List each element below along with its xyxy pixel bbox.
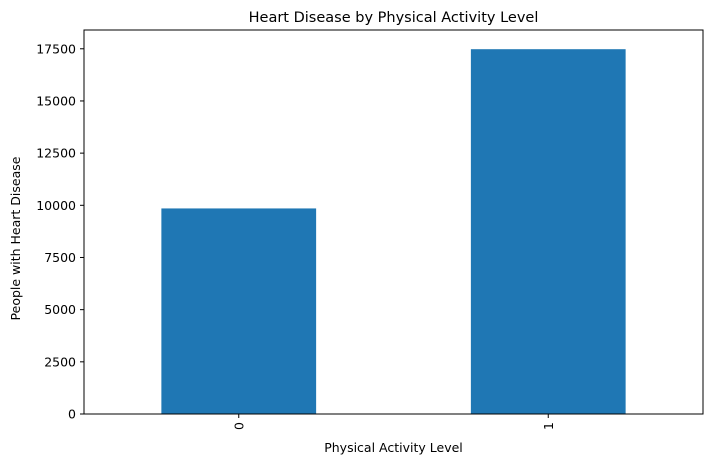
y-tick-label: 15000 — [36, 93, 76, 108]
x-tick-label: 0 — [231, 422, 246, 430]
bars-group — [161, 49, 626, 414]
y-tick-label: 17500 — [36, 41, 76, 56]
plot-frame — [83, 29, 704, 415]
y-tick-label: 2500 — [44, 354, 76, 369]
y-tick-label: 7500 — [44, 250, 76, 265]
x-tick-label: 1 — [541, 422, 556, 430]
y-tick-label: 0 — [68, 407, 76, 422]
y-axis-label: People with Heart Disease — [8, 156, 23, 320]
y-tick-label: 5000 — [44, 302, 76, 317]
bar-1 — [470, 49, 626, 414]
y-tick-label: 10000 — [36, 198, 76, 213]
x-axis-label: Physical Activity Level — [324, 440, 463, 455]
y-axis-ticks: 0 2500 5000 7500 10000 12500 15000 17500 — [36, 41, 84, 422]
chart-title: Heart Disease by Physical Activity Level — [249, 10, 539, 26]
bar-0 — [161, 208, 317, 414]
y-tick-label: 12500 — [36, 146, 76, 161]
